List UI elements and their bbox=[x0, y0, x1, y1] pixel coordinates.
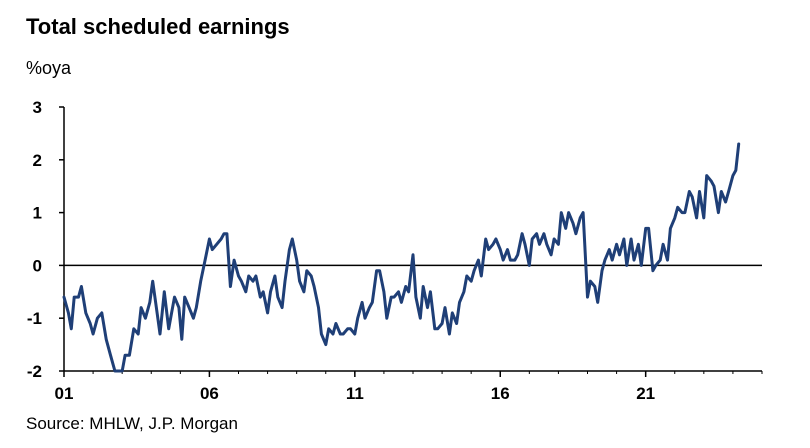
y-tick-label: -2 bbox=[27, 362, 42, 381]
y-tick-label: 3 bbox=[33, 98, 42, 117]
x-tick-label: 11 bbox=[346, 384, 364, 403]
source-note: Source: MHLW, J.P. Morgan bbox=[26, 414, 238, 433]
x-tick-label: 01 bbox=[55, 384, 74, 403]
y-tick-label: -1 bbox=[27, 309, 42, 328]
y-axis-unit-label: %oya bbox=[26, 58, 72, 78]
x-tick-label: 16 bbox=[491, 384, 510, 403]
y-tick-label: 1 bbox=[33, 204, 42, 223]
y-tick-label: 2 bbox=[33, 151, 42, 170]
series-line bbox=[62, 142, 741, 373]
x-tick-label: 06 bbox=[200, 384, 219, 403]
chart-title: Total scheduled earnings bbox=[26, 14, 290, 39]
x-tick-label: 21 bbox=[636, 384, 655, 403]
y-tick-label: 0 bbox=[33, 256, 42, 275]
